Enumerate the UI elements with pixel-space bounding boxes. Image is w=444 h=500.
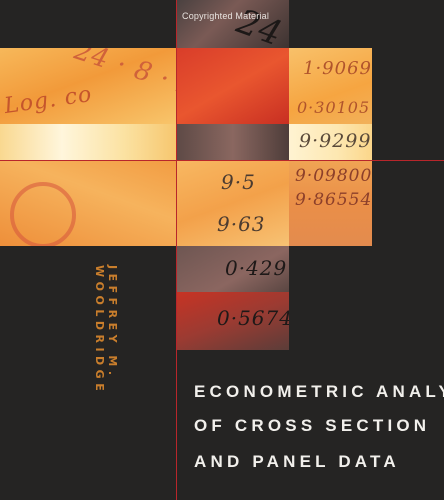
- collage-tile-lower-right: 9·09800 9·86554: [289, 160, 372, 246]
- collage-tile-upper-right: 1·9069 0·30105: [289, 48, 372, 124]
- collage-tile-lower-left: [0, 160, 177, 246]
- collage-tile-band-left: [0, 124, 177, 160]
- collage-digits: 0·5674: [217, 306, 289, 330]
- collage-digits: 1·9069: [303, 58, 372, 79]
- decorative-circle: [10, 182, 76, 246]
- title-line-3: AND PANEL DATA: [194, 452, 400, 471]
- collage-digits: Log. co: [2, 81, 94, 120]
- collage-tile-band-right: 9·9299: [289, 124, 372, 160]
- collage-digits: 9·63: [217, 212, 266, 236]
- collage-digits: 9·5: [221, 170, 256, 194]
- rule-line-vertical: [176, 0, 177, 500]
- author-name: JEFFREY M. WOOLDRIDGE: [93, 265, 119, 396]
- title-line-1: ECONOMETRIC ANALYSIS: [194, 382, 444, 401]
- collage-tile-upper-left: Log. co 24 · 8 · M: [0, 48, 177, 124]
- collage-digits: 9·86554: [295, 190, 372, 210]
- collage-tile-upper-center: [177, 48, 289, 124]
- collage-digits: 9·9299: [299, 130, 372, 152]
- copyright-notice: Copyrighted Material: [182, 11, 270, 21]
- collage-tile-stem-upper: 0·429: [177, 246, 289, 292]
- collage-digits: 9·09800: [295, 166, 372, 186]
- collage-tile-stem-lower: 0·5674: [177, 292, 289, 350]
- collage-tile-top: 24: [177, 0, 289, 48]
- collage-digits: 0·429: [225, 256, 288, 280]
- collage-digits: 24: [231, 1, 288, 48]
- title-line-2: OF CROSS SECTION: [194, 416, 431, 435]
- rule-line-horizontal: [0, 160, 444, 161]
- collage-digits: 0·30105: [297, 98, 371, 117]
- collage-tile-band-center: [177, 124, 289, 160]
- collage-tile-lower-center: 9·5 9·63: [177, 160, 289, 246]
